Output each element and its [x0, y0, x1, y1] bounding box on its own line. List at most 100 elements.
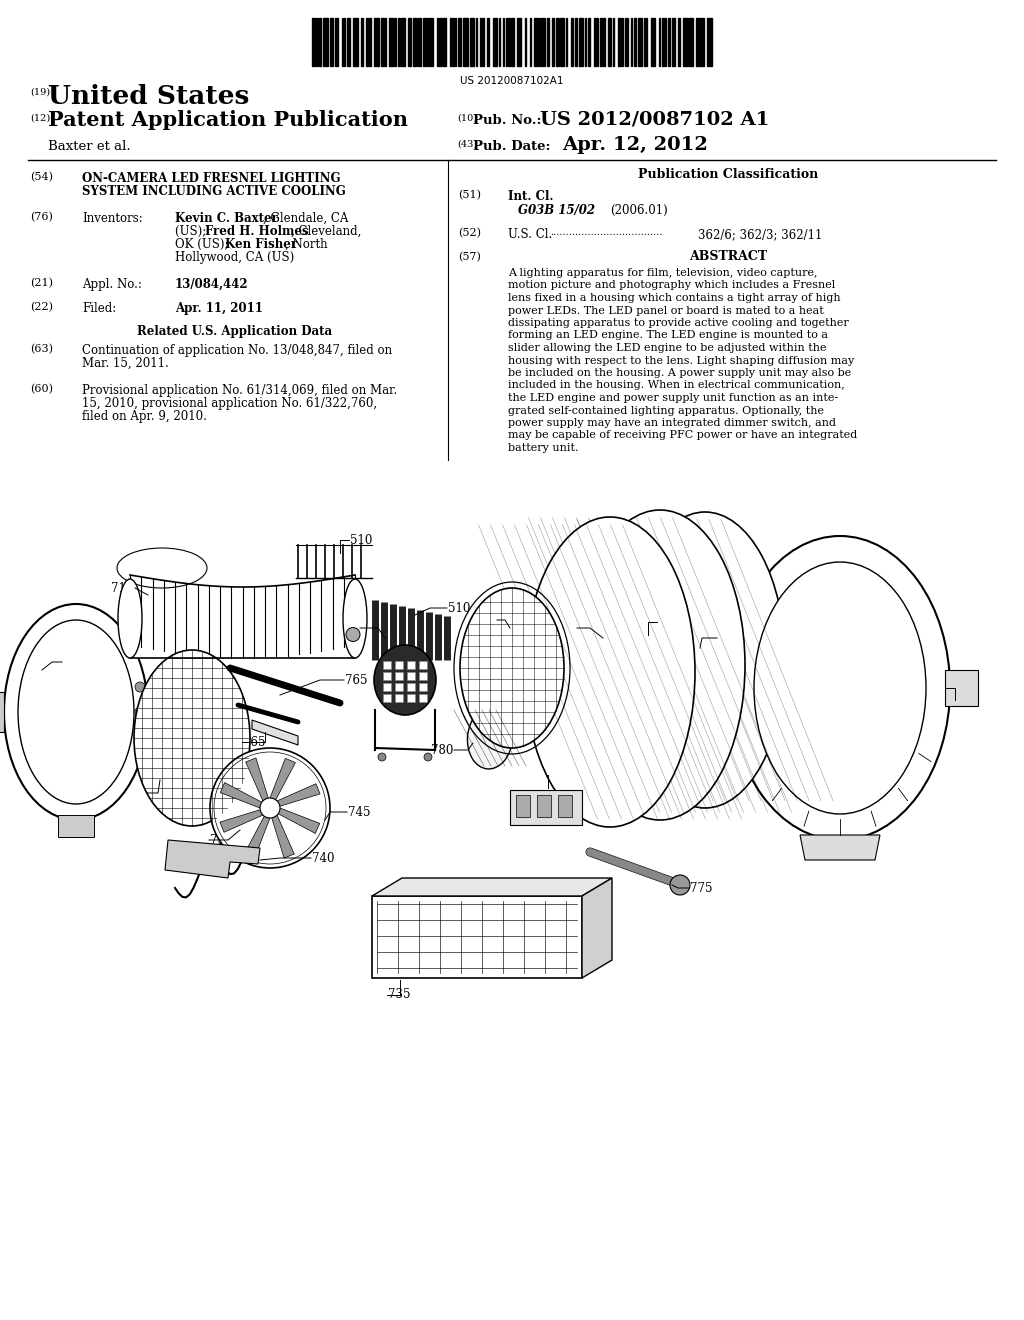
Bar — [493, 18, 497, 66]
Text: A lighting apparatus for film, television, video capture,: A lighting apparatus for film, televisio… — [508, 268, 817, 279]
Bar — [395, 672, 403, 680]
Bar — [407, 672, 415, 680]
Bar — [419, 661, 427, 669]
Text: 755: 755 — [148, 787, 171, 800]
Text: Provisional application No. 61/314,069, filed on Mar.: Provisional application No. 61/314,069, … — [82, 384, 397, 397]
Bar — [672, 18, 675, 66]
Polygon shape — [245, 816, 270, 858]
Bar — [401, 18, 406, 66]
Text: the LED engine and power supply unit function as an inte-: the LED engine and power supply unit fun… — [508, 393, 838, 403]
Text: OK (US);: OK (US); — [175, 238, 232, 251]
Ellipse shape — [575, 510, 745, 820]
Text: Publication Classification: Publication Classification — [638, 168, 818, 181]
Polygon shape — [220, 809, 263, 833]
Text: Filed:: Filed: — [82, 302, 117, 315]
Ellipse shape — [4, 605, 148, 820]
Polygon shape — [582, 878, 612, 978]
Text: Appl. No.:: Appl. No.: — [82, 279, 142, 290]
Text: Mar. 15, 2011.: Mar. 15, 2011. — [82, 356, 169, 370]
Text: Hollywood, CA (US): Hollywood, CA (US) — [175, 251, 294, 264]
Text: US 2012/0087102 A1: US 2012/0087102 A1 — [540, 110, 769, 128]
Bar — [603, 18, 605, 66]
Text: (21): (21) — [30, 279, 53, 288]
Bar — [608, 18, 611, 66]
Circle shape — [135, 708, 145, 717]
Text: (12): (12) — [30, 114, 50, 123]
Ellipse shape — [374, 645, 436, 715]
Bar — [571, 18, 573, 66]
Bar — [394, 18, 396, 66]
Bar — [579, 18, 583, 66]
Polygon shape — [800, 836, 880, 861]
Text: Ken Fisher: Ken Fisher — [225, 238, 297, 251]
Bar — [437, 18, 439, 66]
Circle shape — [135, 682, 145, 692]
Ellipse shape — [525, 517, 695, 828]
Text: (76): (76) — [30, 213, 53, 222]
Text: (52): (52) — [458, 228, 481, 239]
Circle shape — [670, 875, 690, 895]
Bar — [361, 18, 362, 66]
Text: (10): (10) — [457, 114, 477, 123]
Bar — [374, 18, 379, 66]
Text: Int. Cl.: Int. Cl. — [508, 190, 554, 203]
Bar — [651, 18, 655, 66]
Text: power supply may have an integrated dimmer switch, and: power supply may have an integrated dimm… — [508, 418, 836, 428]
Text: , Cleveland,: , Cleveland, — [291, 224, 361, 238]
Bar — [383, 672, 391, 680]
Bar — [556, 18, 559, 66]
Polygon shape — [246, 758, 268, 801]
Bar — [312, 18, 316, 66]
Bar — [558, 795, 572, 817]
Bar — [534, 18, 538, 66]
Text: 770: 770 — [548, 768, 570, 781]
Text: ....................................: .................................... — [550, 228, 663, 238]
Text: Baxter et al.: Baxter et al. — [48, 140, 131, 153]
Polygon shape — [271, 814, 294, 858]
Text: Apr. 12, 2012: Apr. 12, 2012 — [562, 136, 708, 154]
Text: , North: , North — [285, 238, 328, 251]
Bar — [372, 896, 582, 978]
Circle shape — [135, 733, 145, 742]
Text: 15, 2010, provisional application No. 61/322,760,: 15, 2010, provisional application No. 61… — [82, 397, 377, 411]
Bar — [319, 18, 321, 66]
Bar — [516, 795, 530, 817]
Bar — [517, 18, 521, 66]
Bar — [0, 692, 4, 733]
Bar — [58, 814, 94, 837]
Bar — [618, 18, 621, 66]
Text: 715: 715 — [578, 622, 600, 635]
Text: included in the housing. When in electrical communication,: included in the housing. When in electri… — [508, 380, 845, 391]
Bar — [480, 18, 482, 66]
Bar — [547, 18, 549, 66]
Circle shape — [210, 748, 330, 869]
Polygon shape — [165, 840, 260, 878]
Ellipse shape — [730, 536, 950, 840]
Text: Patent Application Publication: Patent Application Publication — [48, 110, 408, 129]
Text: dissipating apparatus to provide active cooling and together: dissipating apparatus to provide active … — [508, 318, 849, 327]
Text: (51): (51) — [458, 190, 481, 201]
Bar — [508, 18, 510, 66]
Text: 362/6; 362/3; 362/11: 362/6; 362/3; 362/11 — [698, 228, 822, 242]
Text: G03B 15/02: G03B 15/02 — [518, 205, 595, 216]
Ellipse shape — [467, 708, 513, 770]
Ellipse shape — [134, 649, 250, 826]
Bar — [323, 18, 328, 66]
Text: 725: 725 — [718, 631, 740, 644]
Bar — [413, 18, 416, 66]
Bar — [668, 18, 670, 66]
Text: 735: 735 — [388, 989, 411, 1002]
Bar — [381, 18, 384, 66]
Polygon shape — [278, 784, 321, 807]
Text: power LEDs. The LED panel or board is mated to a heat: power LEDs. The LED panel or board is ma… — [508, 305, 823, 315]
Bar — [419, 682, 427, 690]
Bar — [463, 18, 468, 66]
Text: 730: 730 — [946, 681, 969, 694]
Text: Related U.S. Application Data: Related U.S. Application Data — [137, 325, 333, 338]
Text: 780: 780 — [431, 743, 453, 756]
Bar — [688, 18, 693, 66]
Text: slider allowing the LED engine to be adjusted within the: slider allowing the LED engine to be adj… — [508, 343, 826, 352]
Text: (60): (60) — [30, 384, 53, 395]
Bar — [398, 18, 400, 66]
Bar — [696, 18, 699, 66]
